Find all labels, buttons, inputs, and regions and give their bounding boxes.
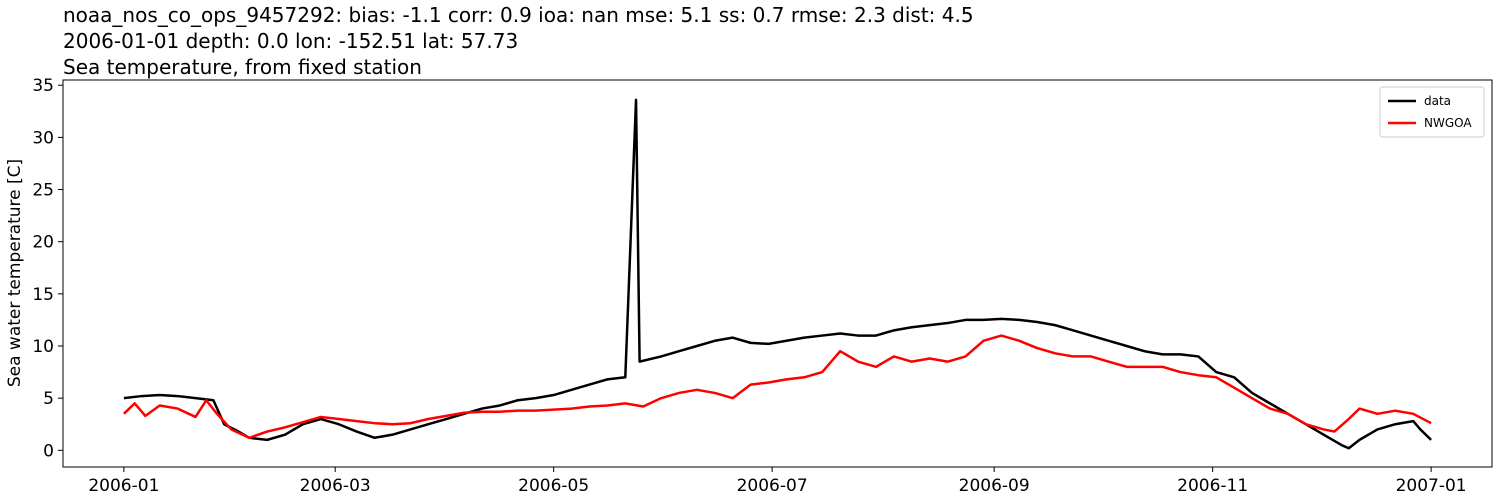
x-tick-label: 2006-03 <box>300 476 371 496</box>
title-line: noaa_nos_co_ops_9457292: bias: -1.1 corr… <box>63 3 974 27</box>
y-tick-label: 5 <box>43 389 54 409</box>
y-tick-label: 30 <box>32 128 54 148</box>
legend-box <box>1379 86 1485 138</box>
title-line: 2006-01-01 depth: 0.0 lon: -152.51 lat: … <box>63 29 518 53</box>
y-tick-label: 25 <box>32 181 54 201</box>
x-tick-label: 2006-05 <box>518 476 589 496</box>
legend-label: data <box>1424 94 1451 108</box>
data-line <box>123 98 1432 450</box>
title-line: Sea temperature, from fixed station <box>63 55 422 79</box>
y-tick-label: 10 <box>32 337 54 357</box>
y-tick-label: 0 <box>43 441 54 461</box>
y-axis-label: Sea water temperature [C] <box>5 159 25 387</box>
x-tick-label: 2006-07 <box>737 476 808 496</box>
y-tick-label: 15 <box>32 285 54 305</box>
x-tick-label: 2007-01 <box>1396 476 1467 496</box>
legend-label: NWGOA <box>1424 116 1472 130</box>
x-tick-label: 2006-11 <box>1177 476 1248 496</box>
axes-frame <box>62 79 1493 468</box>
x-tick-label: 2006-09 <box>959 476 1030 496</box>
y-tick-label: 20 <box>32 233 54 253</box>
data-line <box>123 334 1432 440</box>
y-tick-label: 35 <box>32 76 54 96</box>
x-tick-label: 2006-01 <box>88 476 159 496</box>
